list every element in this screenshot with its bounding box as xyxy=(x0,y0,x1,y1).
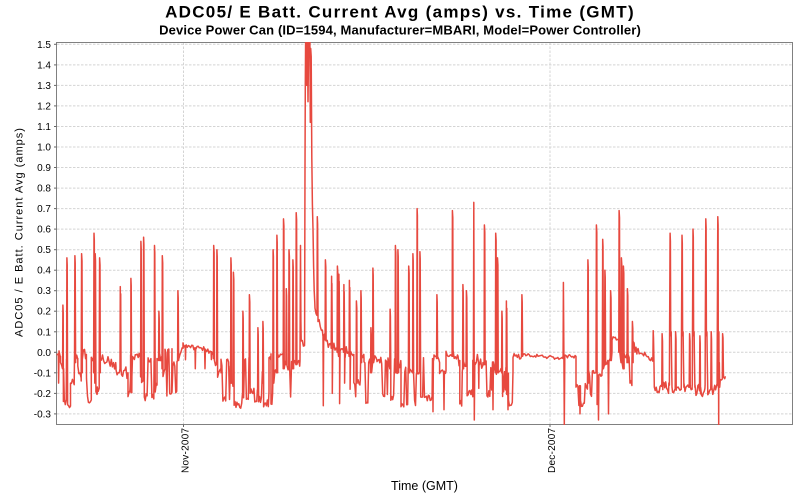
svg-text:1.0: 1.0 xyxy=(37,143,51,154)
svg-text:0.7: 0.7 xyxy=(37,204,51,215)
svg-text:ADC05/ E Batt. Current Avg (am: ADC05/ E Batt. Current Avg (amps) vs. Ti… xyxy=(165,3,635,22)
svg-text:Time (GMT): Time (GMT) xyxy=(391,479,458,493)
svg-text:0.0: 0.0 xyxy=(37,348,51,359)
svg-text:Dec-2007: Dec-2007 xyxy=(547,427,558,473)
svg-text:-0.1: -0.1 xyxy=(34,368,52,379)
svg-text:Nov-2007: Nov-2007 xyxy=(180,427,191,473)
svg-text:0.5: 0.5 xyxy=(37,245,51,256)
svg-text:Device Power Can (ID=1594, Man: Device Power Can (ID=1594, Manufacturer=… xyxy=(159,23,641,38)
svg-text:0.4: 0.4 xyxy=(37,266,51,277)
svg-text:0.9: 0.9 xyxy=(37,163,51,174)
svg-text:0.6: 0.6 xyxy=(37,225,51,236)
svg-text:-0.2: -0.2 xyxy=(34,389,52,400)
svg-text:1.1: 1.1 xyxy=(37,122,51,133)
svg-text:0.1: 0.1 xyxy=(37,327,51,338)
svg-text:1.2: 1.2 xyxy=(37,101,51,112)
svg-text:0.2: 0.2 xyxy=(37,307,51,318)
svg-text:0.3: 0.3 xyxy=(37,286,51,297)
svg-text:ADC05 / E Batt. Current Avg (a: ADC05 / E Batt. Current Avg (amps) xyxy=(13,127,25,337)
svg-text:1.4: 1.4 xyxy=(37,60,51,71)
svg-text:1.5: 1.5 xyxy=(37,40,51,51)
svg-text:1.3: 1.3 xyxy=(37,81,51,92)
svg-text:-0.3: -0.3 xyxy=(34,409,52,420)
svg-text:0.8: 0.8 xyxy=(37,184,51,195)
